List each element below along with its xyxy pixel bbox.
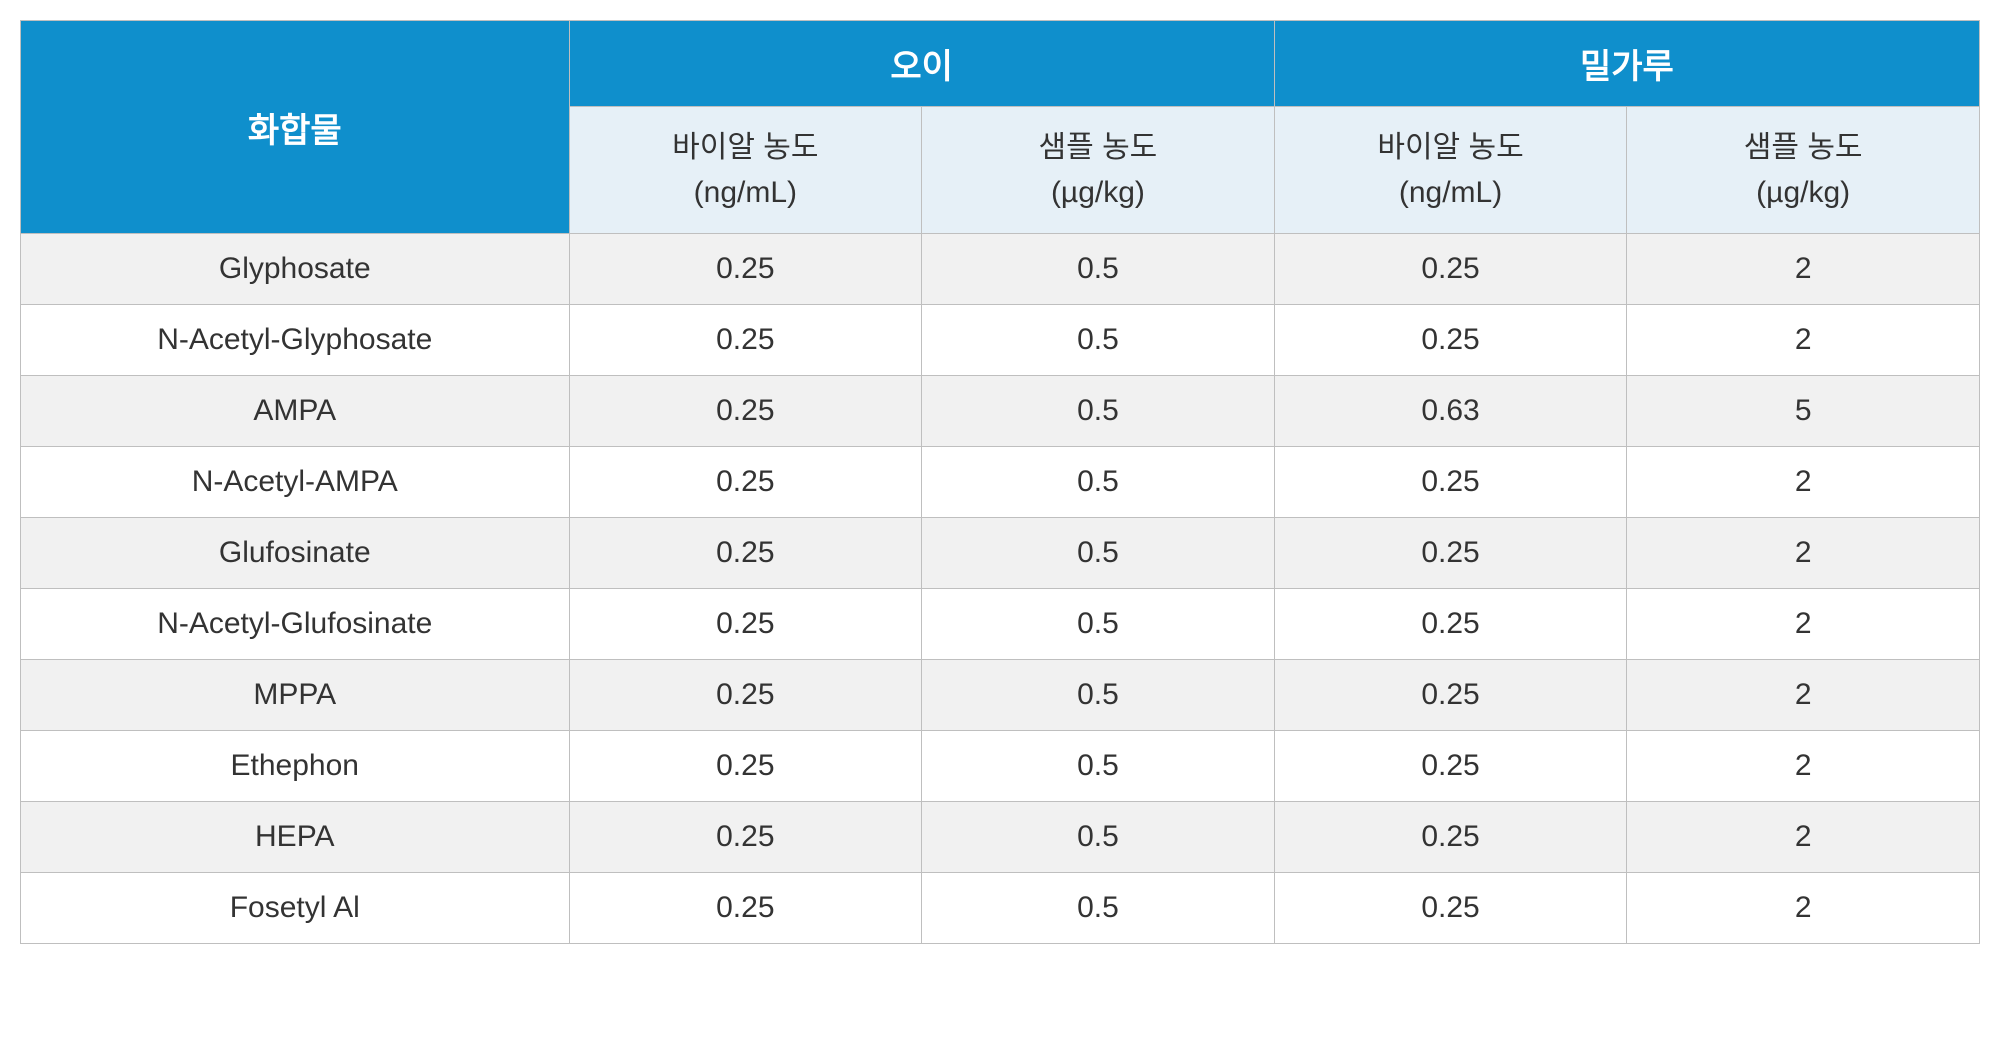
cell-value: 0.25	[569, 873, 922, 944]
cell-value: 2	[1627, 518, 1980, 589]
cell-value: 0.5	[922, 802, 1275, 873]
compound-name: Fosetyl Al	[21, 873, 570, 944]
table-row: Ethephon 0.25 0.5 0.25 2	[21, 731, 1980, 802]
cell-value: 0.25	[1274, 731, 1627, 802]
subheader-vial-conc-2: 바이알 농도 (ng/mL)	[1274, 107, 1627, 234]
cell-value: 0.63	[1274, 376, 1627, 447]
table-row: N-Acetyl-AMPA 0.25 0.5 0.25 2	[21, 447, 1980, 518]
header-compound: 화합물	[21, 21, 570, 234]
table-row: MPPA 0.25 0.5 0.25 2	[21, 660, 1980, 731]
compound-name: Glyphosate	[21, 234, 570, 305]
subheader-sample-conc-1: 샘플 농도 (µg/kg)	[922, 107, 1275, 234]
subheader-label: 샘플 농도	[1039, 131, 1158, 164]
table-header: 화합물 오이 밀가루 바이알 농도 (ng/mL) 샘플 농도 (µg/kg) …	[21, 21, 1980, 234]
table-row: Glufosinate 0.25 0.5 0.25 2	[21, 518, 1980, 589]
compound-name: AMPA	[21, 376, 570, 447]
cell-value: 2	[1627, 305, 1980, 376]
table-row: Fosetyl Al 0.25 0.5 0.25 2	[21, 873, 1980, 944]
cell-value: 0.25	[1274, 447, 1627, 518]
cell-value: 0.5	[922, 660, 1275, 731]
cell-value: 0.5	[922, 589, 1275, 660]
subheader-unit: (ng/mL)	[694, 176, 797, 209]
compound-name: Glufosinate	[21, 518, 570, 589]
compound-name: MPPA	[21, 660, 570, 731]
subheader-unit: (ng/mL)	[1399, 176, 1502, 209]
cell-value: 5	[1627, 376, 1980, 447]
subheader-label: 샘플 농도	[1744, 131, 1863, 164]
cell-value: 0.25	[1274, 589, 1627, 660]
cell-value: 2	[1627, 447, 1980, 518]
cell-value: 0.5	[922, 731, 1275, 802]
cell-value: 0.5	[922, 376, 1275, 447]
header-group-cucumber: 오이	[569, 21, 1274, 107]
compound-name: N-Acetyl-Glyphosate	[21, 305, 570, 376]
cell-value: 0.25	[569, 376, 922, 447]
cell-value: 0.25	[569, 589, 922, 660]
cell-value: 0.25	[569, 447, 922, 518]
cell-value: 0.25	[1274, 305, 1627, 376]
compound-name: HEPA	[21, 802, 570, 873]
cell-value: 0.25	[1274, 234, 1627, 305]
subheader-label: 바이알 농도	[1377, 131, 1523, 164]
cell-value: 2	[1627, 802, 1980, 873]
cell-value: 0.5	[922, 447, 1275, 518]
cell-value: 0.25	[1274, 660, 1627, 731]
subheader-unit: (µg/kg)	[1051, 176, 1145, 209]
subheader-vial-conc-1: 바이알 농도 (ng/mL)	[569, 107, 922, 234]
compound-name: N-Acetyl-AMPA	[21, 447, 570, 518]
cell-value: 0.25	[569, 660, 922, 731]
cell-value: 0.5	[922, 518, 1275, 589]
subheader-label: 바이알 농도	[672, 131, 818, 164]
table-body: Glyphosate 0.25 0.5 0.25 2 N-Acetyl-Glyp…	[21, 234, 1980, 944]
cell-value: 0.25	[1274, 518, 1627, 589]
cell-value: 2	[1627, 873, 1980, 944]
cell-value: 0.25	[1274, 802, 1627, 873]
concentration-table: 화합물 오이 밀가루 바이알 농도 (ng/mL) 샘플 농도 (µg/kg) …	[20, 20, 1980, 944]
cell-value: 0.25	[1274, 873, 1627, 944]
cell-value: 2	[1627, 731, 1980, 802]
table-row: Glyphosate 0.25 0.5 0.25 2	[21, 234, 1980, 305]
cell-value: 0.25	[569, 234, 922, 305]
table-row: N-Acetyl-Glufosinate 0.25 0.5 0.25 2	[21, 589, 1980, 660]
cell-value: 0.25	[569, 518, 922, 589]
cell-value: 2	[1627, 234, 1980, 305]
cell-value: 0.5	[922, 873, 1275, 944]
table-row: N-Acetyl-Glyphosate 0.25 0.5 0.25 2	[21, 305, 1980, 376]
compound-name: Ethephon	[21, 731, 570, 802]
table-row: AMPA 0.25 0.5 0.63 5	[21, 376, 1980, 447]
cell-value: 2	[1627, 589, 1980, 660]
subheader-sample-conc-2: 샘플 농도 (µg/kg)	[1627, 107, 1980, 234]
table-row: HEPA 0.25 0.5 0.25 2	[21, 802, 1980, 873]
cell-value: 2	[1627, 660, 1980, 731]
subheader-unit: (µg/kg)	[1756, 176, 1850, 209]
compound-name: N-Acetyl-Glufosinate	[21, 589, 570, 660]
cell-value: 0.5	[922, 234, 1275, 305]
cell-value: 0.25	[569, 802, 922, 873]
cell-value: 0.5	[922, 305, 1275, 376]
header-group-flour: 밀가루	[1274, 21, 1979, 107]
cell-value: 0.25	[569, 305, 922, 376]
cell-value: 0.25	[569, 731, 922, 802]
